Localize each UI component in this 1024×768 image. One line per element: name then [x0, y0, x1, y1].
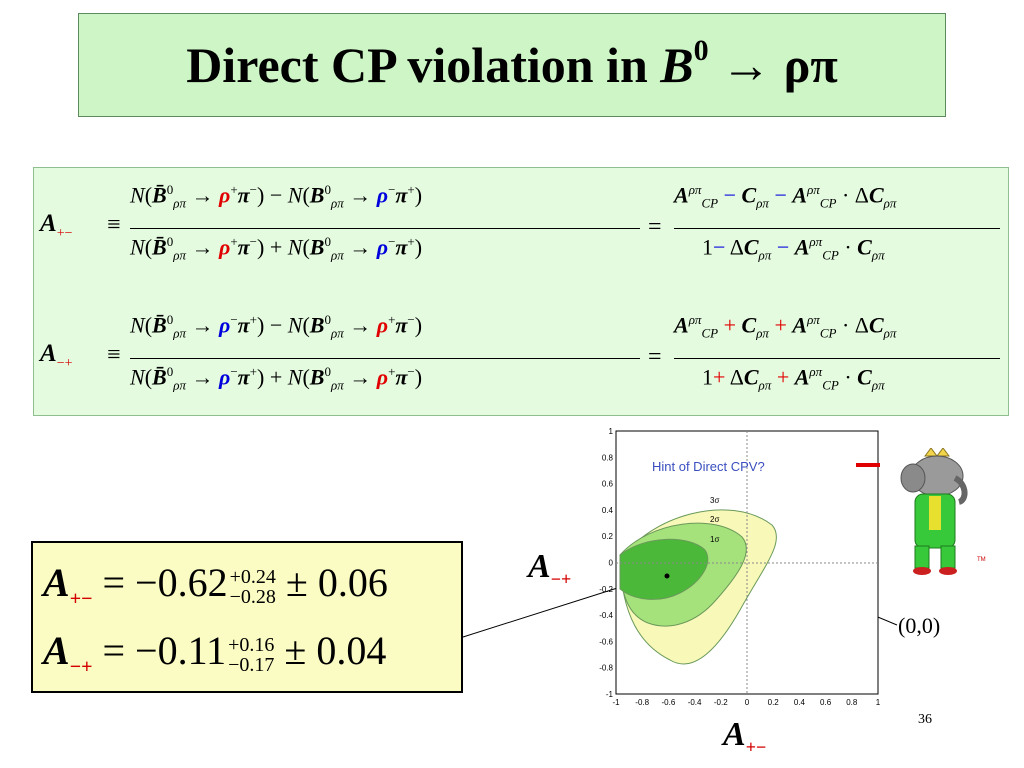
- formula-box: A+− ≡ N(B̄0ρπ → ρ+π−) − N(B0ρπ → ρ−π+) N…: [33, 167, 1009, 416]
- x-tick-label: -0.6: [662, 698, 676, 707]
- contour-plot: 3σ 2σ 1σ Hint of Direct CPV? 1 0.8 0.6 0.4 0…: [599, 427, 881, 707]
- x-tick-label: 0.2: [768, 698, 780, 707]
- formula-den-1: N(B̄0ρπ → ρ+π−) + N(B0ρπ → ρ−π+): [130, 234, 423, 263]
- formula-equiv-1: ≡: [107, 212, 121, 238]
- y-tick-label: 0.6: [602, 480, 614, 489]
- y-tick-label: -1: [606, 690, 614, 699]
- label-2sigma: 2σ: [710, 515, 719, 524]
- title-box: Direct CP violation in B0 → ρπ: [78, 13, 946, 117]
- formula-lhs-1: A+−: [40, 210, 73, 241]
- y-tick-label: -0.6: [599, 637, 613, 646]
- origin-label: (0,0): [898, 613, 941, 638]
- y-tick-label: -0.2: [599, 585, 613, 594]
- x-tick-labels: -1 -0.8 -0.6 -0.4 -0.2 0 0.2 0.4 0.6 0.8 1: [612, 698, 880, 707]
- y-tick-label: 0.4: [602, 506, 614, 515]
- label-3sigma: 3σ: [710, 496, 719, 505]
- fraction-bar-2: [130, 358, 640, 359]
- formula-den-2: N(B̄0ρπ → ρ−π+) + N(B0ρπ → ρ+π−): [130, 364, 423, 393]
- formula-num-1: N(B̄0ρπ → ρ+π−) − N(B0ρπ → ρ−π+): [130, 182, 423, 211]
- title-prefix: Direct CP violation in: [186, 37, 661, 93]
- rhs-den-2: 1+ ΔCρπ + AρπCP · Cρπ: [702, 364, 885, 393]
- fraction-bar-1: [130, 228, 640, 229]
- x-tick-label: -0.4: [688, 698, 702, 707]
- mascot-shoe-right: [939, 567, 957, 575]
- x-tick-label: 1: [876, 698, 881, 707]
- y-tick-label: 1: [609, 427, 614, 436]
- result-line-1: A+− = −0.62 +0.24 −0.28 ± 0.06: [43, 560, 388, 610]
- title-b: B: [660, 37, 694, 93]
- mascot-leg-right: [940, 545, 956, 569]
- label-1sigma: 1σ: [710, 535, 719, 544]
- rhs-num-2: AρπCP + Cρπ + AρπCP · ΔCρπ: [674, 312, 897, 341]
- equals-1: =: [648, 214, 662, 240]
- mascot-shoe-left: [913, 567, 931, 575]
- result-line-2: A−+ = −0.11 +0.16 −0.17 ± 0.04: [43, 628, 387, 678]
- central-value-point: [664, 573, 670, 579]
- x-tick-label: -0.2: [714, 698, 728, 707]
- hint-text: Hint of Direct CPV?: [652, 459, 765, 474]
- mascot-trunk: [953, 475, 968, 505]
- hint-marker: [856, 463, 880, 467]
- fraction-bar-2b: [674, 358, 1000, 359]
- equals-2: =: [648, 344, 662, 370]
- rhs-den-1: 1− ΔCρπ − AρπCP · Cρπ: [702, 234, 885, 263]
- title-sup: 0: [693, 34, 709, 68]
- y-tick-label: 0: [609, 559, 614, 568]
- contour-1sigma: [619, 538, 709, 600]
- x-tick-label: 0.6: [820, 698, 832, 707]
- y-tick-labels: 1 0.8 0.6 0.4 0.2 0 -0.2 -0.4 -0.6 -0.8 -1: [599, 427, 613, 699]
- x-tick-label: 0: [745, 698, 750, 707]
- mascot-ear: [900, 463, 926, 493]
- result-box: A+− = −0.62 +0.24 −0.28 ± 0.06 A−+ = −0.11…: [31, 541, 463, 693]
- x-axis-label: A+−: [723, 716, 767, 757]
- trademark: TM: [977, 557, 986, 563]
- formula-num-2: N(B̄0ρπ → ρ−π+) − N(B0ρπ → ρ+π−): [130, 312, 423, 341]
- mascot-leg-left: [914, 545, 930, 569]
- y-tick-label: 0.2: [602, 532, 614, 541]
- title-arrow: → ρπ: [708, 37, 838, 93]
- x-tick-label: 0.8: [846, 698, 858, 707]
- y-tick-label: -0.8: [599, 664, 613, 673]
- formula-equiv-2: ≡: [107, 342, 121, 368]
- formula-lhs-2: A−+: [40, 340, 73, 371]
- pointer-line-result: [462, 583, 631, 638]
- y-axis-label: A−+: [528, 548, 572, 589]
- slide-number: 36: [918, 712, 932, 727]
- y-tick-label: -0.4: [599, 611, 613, 620]
- x-tick-label: -1: [612, 698, 620, 707]
- fraction-bar-1b: [674, 228, 1000, 229]
- mascot-crown: [924, 448, 950, 457]
- mascot-elephant: TM: [900, 448, 986, 575]
- rhs-num-1: AρπCP − Cρπ − AρπCP · ΔCρπ: [674, 182, 897, 211]
- x-tick-label: 0.4: [794, 698, 806, 707]
- y-tick-label: 0.8: [602, 453, 614, 462]
- mascot-vest: [929, 496, 941, 530]
- slide-title: Direct CP violation in B0 → ρπ: [186, 34, 838, 94]
- x-tick-label: -0.8: [635, 698, 649, 707]
